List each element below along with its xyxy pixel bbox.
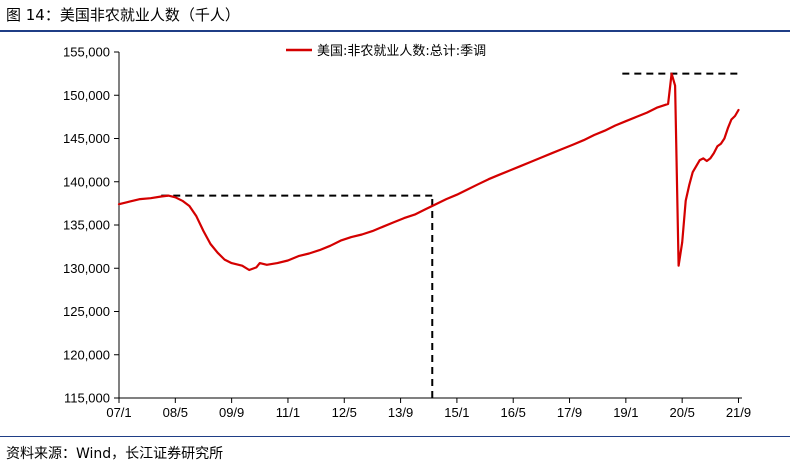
legend: 美国:非农就业人数:总计:季调	[286, 44, 486, 59]
x-tick-label: 12/5	[332, 405, 357, 420]
y-tick-label: 115,000	[64, 391, 110, 406]
x-tick-label: 09/9	[219, 405, 244, 420]
x-tick-label: 17/9	[557, 405, 582, 420]
legend-label: 美国:非农就业人数:总计:季调	[317, 44, 486, 59]
title-rule	[0, 30, 790, 32]
y-tick-label: 130,000	[63, 261, 110, 276]
x-tick-label: 21/9	[726, 405, 751, 420]
y-tick-label: 140,000	[63, 174, 110, 189]
x-tick-label: 16/5	[501, 405, 526, 420]
x-tick-label: 19/1	[613, 405, 638, 420]
reference-lines	[161, 72, 742, 398]
series-line-1	[117, 72, 740, 272]
x-tick-label: 07/1	[106, 405, 131, 420]
figure-title: 图 14：美国非农就业人数（千人）	[6, 6, 240, 24]
x-tick-label: 08/5	[163, 405, 188, 420]
x-tick-label: 20/5	[670, 405, 695, 420]
y-tick-label: 145,000	[63, 131, 110, 146]
y-tick-label: 125,000	[63, 304, 110, 319]
tick-labels: 115,000 120,000 125,000 130,000 135,000 140,0…	[63, 45, 751, 421]
series-layer	[117, 72, 740, 272]
figure-source: 资料来源：Wind，长江证券研究所	[6, 446, 224, 462]
y-tick-label: 120,000	[63, 347, 110, 362]
x-tick-label: 13/9	[388, 405, 413, 420]
y-tick-label: 155,000	[63, 45, 110, 60]
y-tick-label: 150,000	[63, 88, 110, 103]
axes	[114, 51, 742, 403]
y-tick-label: 135,000	[63, 218, 110, 233]
source-rule	[0, 436, 790, 437]
x-tick-label: 15/1	[444, 405, 469, 420]
x-tick-label: 11/1	[276, 405, 300, 420]
